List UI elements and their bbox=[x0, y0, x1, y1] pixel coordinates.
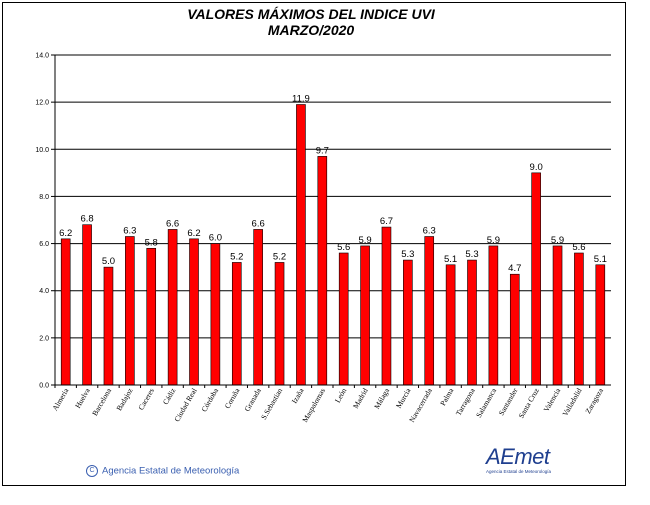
bar bbox=[317, 156, 328, 386]
y-tick-label: 12.0 bbox=[35, 100, 49, 107]
data-label: 4.7 bbox=[508, 263, 521, 274]
bar bbox=[467, 259, 477, 386]
chart-title: VALORES MÁXIMOS DEL INDICE UVI bbox=[187, 6, 436, 22]
bar bbox=[60, 238, 71, 386]
data-label: 5.2 bbox=[273, 251, 286, 262]
category-label: S.Sebastian bbox=[259, 386, 284, 421]
y-tick-label: 8.0 bbox=[39, 194, 49, 201]
data-label: 6.2 bbox=[187, 228, 200, 239]
data-label: 6.3 bbox=[423, 226, 436, 237]
y-tick-label: 6.0 bbox=[39, 241, 49, 248]
category-label: Valencia bbox=[542, 386, 563, 413]
category-label: Palma bbox=[438, 386, 456, 407]
data-label: 5.9 bbox=[551, 235, 564, 246]
category-label: Caceres bbox=[136, 386, 156, 411]
agency-name: Agencia Estatal de Meteorología bbox=[102, 465, 240, 477]
y-tick-label: 2.0 bbox=[39, 335, 49, 342]
category-label: Zaragoza bbox=[583, 386, 605, 415]
category-label: Almeria bbox=[50, 386, 70, 412]
data-label: 5.8 bbox=[145, 237, 158, 248]
data-labels: 6.2 6.8 5.0 6.3 5.8 6.6 6.2 6.0 5.2 6.6 5.2 11.9 9.7… bbox=[59, 94, 607, 275]
bar bbox=[296, 104, 306, 386]
category-label: Coruña bbox=[223, 386, 242, 410]
bar bbox=[403, 259, 413, 386]
data-label: 6.3 bbox=[123, 226, 136, 237]
data-label: 9.0 bbox=[530, 162, 543, 173]
bar bbox=[82, 224, 92, 386]
data-label: 5.3 bbox=[401, 249, 414, 260]
category-label: Izaña bbox=[290, 386, 306, 405]
data-label: 5.6 bbox=[337, 242, 350, 253]
data-label: 11.9 bbox=[292, 94, 310, 105]
aemet-logo-word: AEmet bbox=[486, 444, 550, 469]
category-label: Madrid bbox=[351, 386, 370, 410]
bar bbox=[231, 262, 242, 386]
category-label: Santa Cruz bbox=[517, 386, 542, 420]
aemet-logo: AEmet Agencia Estatal de Meteorología bbox=[486, 446, 556, 482]
category-label: León bbox=[333, 386, 349, 404]
bar bbox=[488, 245, 499, 386]
bar bbox=[189, 238, 199, 386]
data-label: 5.9 bbox=[487, 235, 500, 246]
data-label: 5.1 bbox=[444, 254, 457, 265]
bar bbox=[509, 273, 520, 386]
bar bbox=[274, 262, 285, 386]
data-label: 6.0 bbox=[209, 233, 222, 244]
data-label: 5.2 bbox=[230, 251, 243, 262]
data-label: 5.3 bbox=[465, 249, 478, 260]
bar bbox=[146, 247, 157, 386]
bar bbox=[253, 229, 263, 386]
bar bbox=[574, 252, 584, 386]
bar bbox=[338, 252, 349, 386]
y-tick-label: 14.0 bbox=[35, 53, 49, 60]
category-label: Valladolid bbox=[560, 386, 583, 417]
bar bbox=[445, 264, 456, 386]
bar bbox=[125, 236, 135, 386]
agency-credit: C Agencia Estatal de Meteorología bbox=[86, 465, 239, 477]
bar bbox=[167, 229, 178, 386]
bar bbox=[552, 245, 563, 386]
category-label: Santander bbox=[497, 386, 520, 417]
category-label: Huelva bbox=[73, 386, 92, 410]
category-label: Málaga bbox=[372, 386, 391, 411]
bar bbox=[531, 172, 541, 386]
bar bbox=[424, 236, 435, 386]
data-label: 5.9 bbox=[358, 235, 371, 246]
data-label: 5.0 bbox=[102, 256, 115, 267]
category-label: Granada bbox=[242, 386, 263, 413]
category-label: Tarragona bbox=[454, 386, 477, 417]
y-axis-ticks: 0.0 2.0 4.0 6.0 8.0 10.0 12.0 14.0 bbox=[35, 53, 55, 390]
data-label: 9.7 bbox=[316, 145, 329, 156]
data-label: 6.8 bbox=[80, 214, 93, 225]
category-label: Badajoz bbox=[114, 386, 134, 412]
category-label: Salamanca bbox=[474, 386, 498, 419]
category-label: Murcia bbox=[394, 386, 413, 410]
aemet-logo-subtitle: Agencia Estatal de Meteorología bbox=[486, 469, 552, 474]
data-label: 5.6 bbox=[572, 242, 585, 253]
y-tick-label: 10.0 bbox=[35, 147, 49, 154]
data-label: 6.2 bbox=[59, 228, 72, 239]
gridlines bbox=[55, 54, 611, 339]
category-label: Córdoba bbox=[199, 386, 220, 413]
bar bbox=[381, 226, 392, 386]
y-tick-label: 0.0 bbox=[39, 383, 49, 390]
bar bbox=[210, 243, 221, 386]
category-label: Cádiz bbox=[161, 386, 178, 406]
chart-subtitle: MARZO/2020 bbox=[268, 22, 355, 38]
category-label: Barcelona bbox=[90, 386, 113, 417]
bar bbox=[595, 264, 606, 386]
data-label: 5.1 bbox=[594, 254, 607, 265]
bar bbox=[360, 245, 370, 386]
copyright-icon: C bbox=[86, 465, 98, 477]
axes bbox=[54, 55, 611, 388]
y-tick-label: 4.0 bbox=[39, 288, 49, 295]
bars bbox=[60, 104, 606, 386]
data-label: 6.7 bbox=[380, 216, 393, 227]
data-label: 6.6 bbox=[252, 218, 265, 229]
bar bbox=[103, 266, 114, 386]
data-label: 6.6 bbox=[166, 218, 179, 229]
